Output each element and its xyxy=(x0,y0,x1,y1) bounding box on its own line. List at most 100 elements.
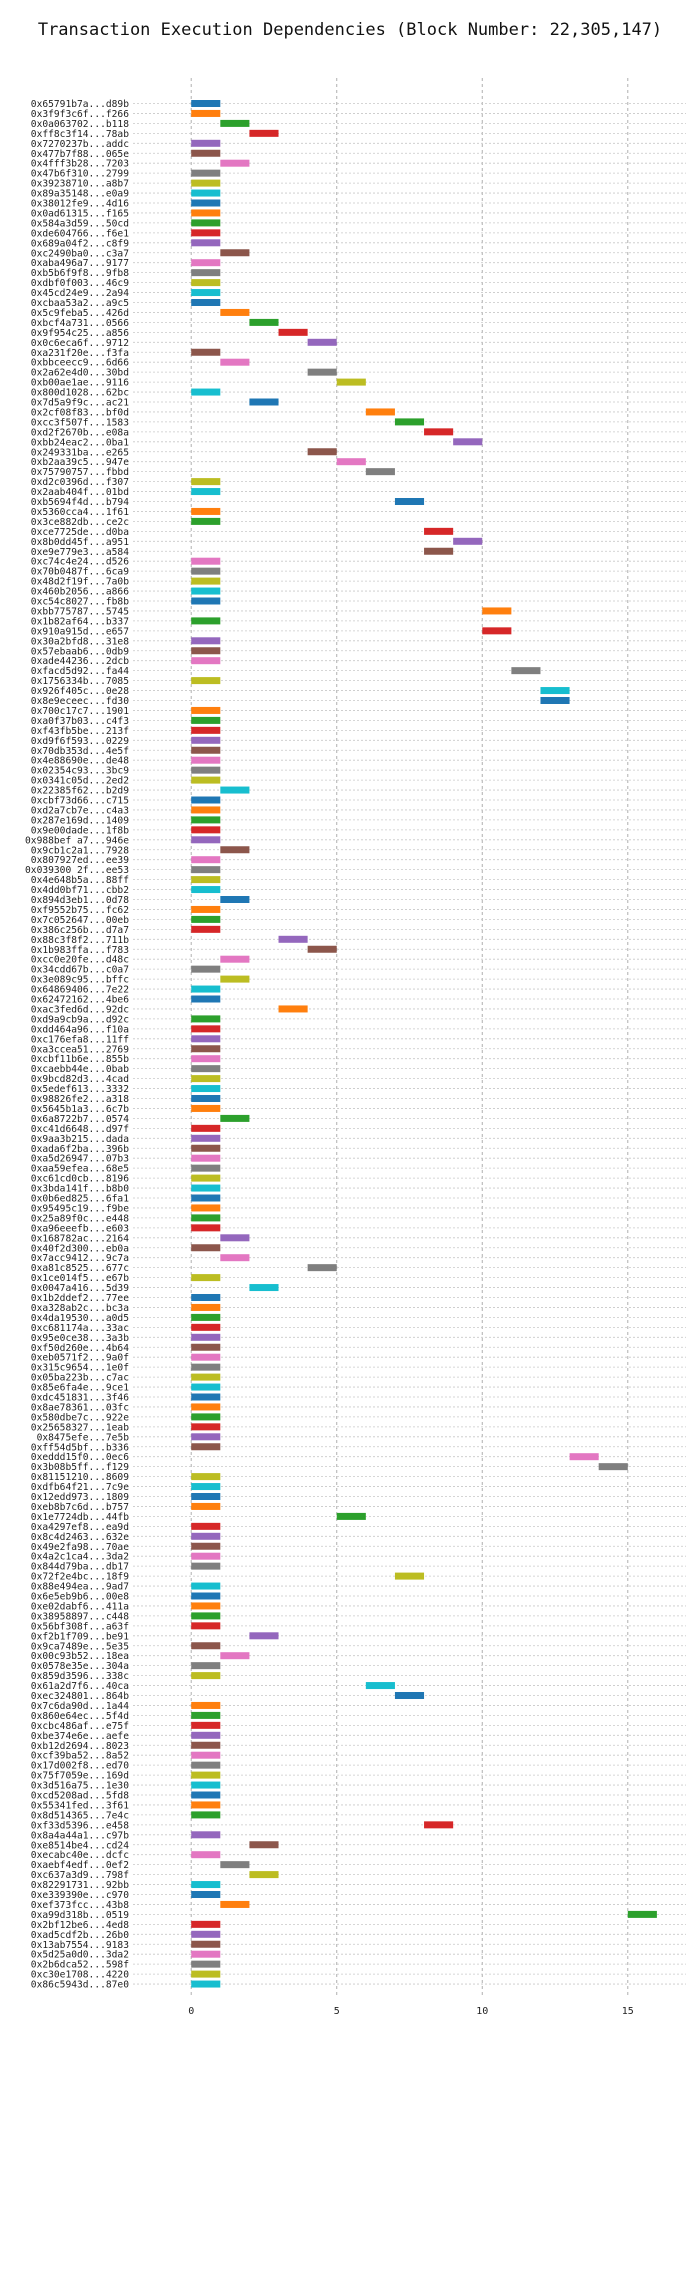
transaction-bar xyxy=(191,1930,221,1938)
transaction-bar xyxy=(191,905,221,913)
transaction-bar xyxy=(220,249,250,257)
transaction-label: 0x4a2c1ca4...3da2 xyxy=(31,1552,129,1563)
transaction-label: 0xcc3f507f...1583 xyxy=(31,417,129,428)
transaction-label: 0x477b7f88...065e xyxy=(31,149,129,160)
transaction-label: 0x2bf12be6...4ed8 xyxy=(31,1920,129,1931)
transaction-bar xyxy=(278,935,308,943)
transaction-bar xyxy=(307,338,337,346)
transaction-bar xyxy=(191,1144,221,1152)
transaction-label: 0xdbf0f003...46c9 xyxy=(31,278,129,289)
transaction-label: 0xcc0e20fe...d48c xyxy=(31,955,129,966)
transaction-bar xyxy=(220,1114,250,1122)
transaction-bar xyxy=(220,358,250,366)
transaction-bar xyxy=(191,806,221,814)
transaction-label: 0xac3fed6d...92dc xyxy=(31,1004,129,1015)
transaction-label: 0x4fff3b28...7203 xyxy=(31,159,129,170)
transaction-bar xyxy=(191,1502,221,1510)
transaction-bar xyxy=(191,507,221,515)
transaction-label: 0xbb775787...5745 xyxy=(31,606,129,617)
transaction-bar xyxy=(394,418,425,426)
transaction-bar xyxy=(220,896,250,903)
transaction-bar xyxy=(191,1532,221,1540)
transaction-bar xyxy=(394,1572,425,1580)
transaction-bar xyxy=(191,1473,221,1481)
transaction-bar xyxy=(191,179,221,187)
transaction-bar xyxy=(482,607,512,615)
transaction-bar xyxy=(191,1592,221,1600)
transaction-label: 0xada6f2ba...396b xyxy=(31,1144,129,1155)
transaction-bar xyxy=(220,846,250,854)
transaction-bar xyxy=(191,866,221,874)
transaction-bar xyxy=(220,308,250,316)
transaction-label: 0xcd5208ad...5fd8 xyxy=(31,1791,129,1802)
transaction-label: 0x88c3f8f2...711b xyxy=(31,935,129,946)
transaction-bar xyxy=(249,1284,279,1292)
transaction-bar xyxy=(569,1453,599,1461)
transaction-label: 0x95495c19...f9be xyxy=(31,1203,129,1214)
transaction-label: 0x17d002f8...ed70 xyxy=(31,1761,129,1772)
transaction-bar xyxy=(220,1652,250,1660)
transaction-label: 0xeb8b7c6d...b757 xyxy=(31,1502,129,1513)
transaction-bar xyxy=(191,169,221,177)
transaction-bar xyxy=(191,567,221,575)
transaction-bar xyxy=(191,657,221,665)
transaction-label: 0x5645b1a3...6c7b xyxy=(31,1104,129,1115)
transaction-label: 0x910a915d...e657 xyxy=(31,626,129,637)
transaction-bar xyxy=(307,368,337,376)
transaction-bar xyxy=(220,1254,250,1262)
transaction-label: 0x1ce014f5...e67b xyxy=(31,1273,129,1284)
transaction-bar xyxy=(191,876,221,884)
transaction-bar xyxy=(336,378,366,386)
transaction-bar xyxy=(191,1164,221,1172)
transaction-bar xyxy=(191,1294,221,1301)
transaction-bar xyxy=(191,1194,221,1202)
transaction-bar xyxy=(191,1353,221,1361)
transaction-label: 0x86c5943d...87e0 xyxy=(31,1980,129,1991)
transaction-bar xyxy=(191,1075,221,1083)
transaction-bar xyxy=(598,1463,628,1471)
transaction-bar xyxy=(191,766,221,774)
transaction-label: 0x81151210...8609 xyxy=(31,1472,129,1483)
transaction-bar xyxy=(424,547,454,555)
transaction-bar xyxy=(191,348,221,356)
transaction-label: 0xecabc40e...dcfc xyxy=(31,1850,129,1861)
transaction-bar xyxy=(191,617,221,625)
transaction-bar xyxy=(191,1731,221,1739)
transaction-label: 0xcbaa53a2...a9c5 xyxy=(31,298,129,309)
transaction-bar xyxy=(424,527,454,535)
transaction-bar xyxy=(191,388,221,396)
transaction-bar xyxy=(249,129,279,137)
transaction-label: 0x844d79ba...db17 xyxy=(31,1562,129,1573)
x-tick-label: 0 xyxy=(188,2006,194,2017)
transaction-label: 0x039300 2f...ee53 xyxy=(25,865,129,876)
transaction-label: 0xd9f6f593...0229 xyxy=(31,736,129,747)
transaction-label: 0xdfb64f21...7c9e xyxy=(31,1482,129,1493)
transaction-label: 0x4da19530...a0d5 xyxy=(31,1313,129,1324)
transaction-label: 0x700c17c7...1901 xyxy=(31,706,129,717)
transaction-bar xyxy=(453,438,483,446)
transaction-label: 0x386c256b...d7a7 xyxy=(31,925,129,936)
transaction-label: 0x48d2f19f...7a0b xyxy=(31,577,129,588)
transaction-bar xyxy=(191,1781,221,1789)
transaction-bar xyxy=(191,1831,221,1839)
x-tick-label: 10 xyxy=(476,2006,488,2017)
transaction-label: 0x3f9f3c6f...f266 xyxy=(31,109,129,120)
transaction-label: 0x0b6ed825...6fa1 xyxy=(31,1194,129,1205)
transaction-label: 0x55341fed...3f61 xyxy=(31,1800,129,1811)
transaction-bar xyxy=(220,119,250,127)
transaction-bar xyxy=(191,1244,221,1252)
transaction-label: 0x4e88690e...de48 xyxy=(31,756,129,767)
transaction-label: 0xf2b1f709...be91 xyxy=(31,1631,129,1642)
transaction-label: 0x7c052647...00eb xyxy=(31,915,129,926)
transaction-label: 0xbcf4a731...0566 xyxy=(31,318,129,329)
transaction-bar xyxy=(191,1393,221,1401)
transaction-bar xyxy=(191,577,221,585)
transaction-label: 0x89a35148...e0a9 xyxy=(31,189,129,200)
transaction-bar xyxy=(191,1761,221,1769)
transaction-bar xyxy=(191,100,221,107)
transaction-bar xyxy=(191,1721,221,1729)
transaction-bar xyxy=(191,478,221,486)
transaction-bar xyxy=(191,139,221,147)
